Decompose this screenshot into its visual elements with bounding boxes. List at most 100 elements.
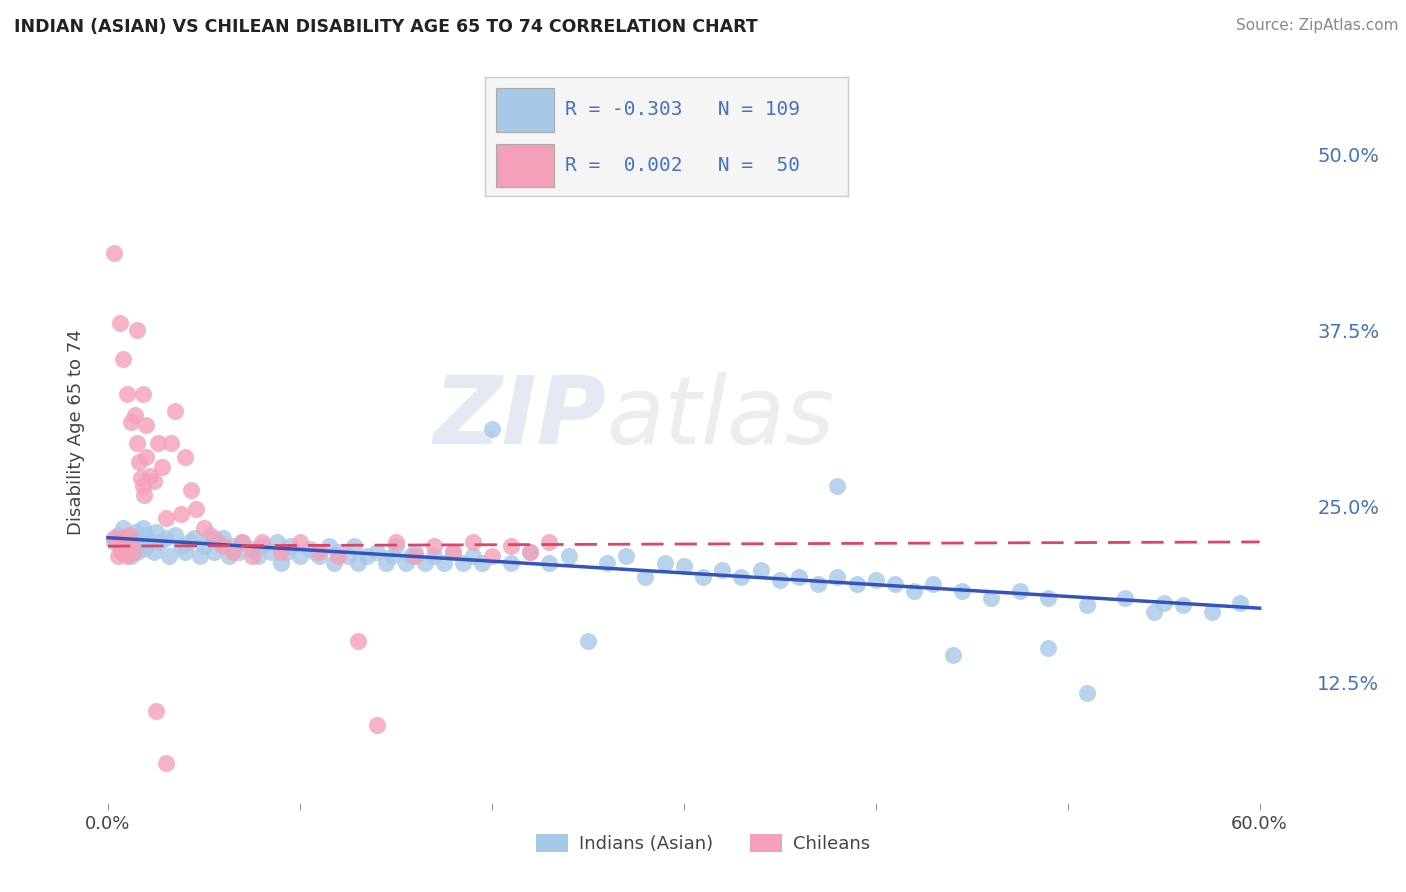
Point xyxy=(145,704,167,718)
Point xyxy=(131,521,153,535)
Point xyxy=(519,545,541,559)
Point xyxy=(433,556,456,570)
Point xyxy=(110,541,132,556)
Point xyxy=(139,535,162,549)
Point xyxy=(173,450,195,465)
Point xyxy=(845,577,868,591)
Point xyxy=(328,549,350,563)
Point xyxy=(1038,640,1060,655)
Point xyxy=(950,584,973,599)
Point xyxy=(266,535,288,549)
Point xyxy=(423,549,446,563)
Point xyxy=(654,556,676,570)
Point xyxy=(381,549,404,563)
Point xyxy=(260,545,283,559)
Point xyxy=(159,549,181,563)
Y-axis label: Disability Age 65 to 74: Disability Age 65 to 74 xyxy=(66,330,84,535)
Point xyxy=(134,541,156,556)
Point xyxy=(298,541,321,556)
Point xyxy=(1076,686,1098,700)
Point xyxy=(125,436,148,450)
Point xyxy=(807,577,830,591)
Point xyxy=(125,323,148,337)
Point xyxy=(149,535,172,549)
Point xyxy=(120,415,142,429)
Point xyxy=(672,558,695,573)
Point xyxy=(108,316,131,330)
Point xyxy=(1076,599,1098,613)
Point xyxy=(202,545,225,559)
Point xyxy=(165,403,187,417)
Point xyxy=(413,556,436,570)
Point xyxy=(143,545,166,559)
Text: INDIAN (ASIAN) VS CHILEAN DISABILITY AGE 65 TO 74 CORRELATION CHART: INDIAN (ASIAN) VS CHILEAN DISABILITY AGE… xyxy=(14,18,758,36)
Point xyxy=(170,507,193,521)
Point xyxy=(193,539,215,553)
Point xyxy=(288,535,311,549)
Point xyxy=(865,573,887,587)
Point xyxy=(481,549,503,563)
Point xyxy=(114,539,136,553)
Point xyxy=(336,549,359,563)
Point xyxy=(131,478,153,492)
Point xyxy=(769,573,792,587)
Point xyxy=(250,539,273,553)
Point xyxy=(198,528,221,542)
Point xyxy=(122,535,145,549)
Point xyxy=(1153,596,1175,610)
Point xyxy=(115,387,138,401)
Point xyxy=(1171,599,1194,613)
Point xyxy=(135,450,157,465)
Point xyxy=(481,422,503,436)
Point xyxy=(135,528,157,542)
Legend: Indians (Asian), Chileans: Indians (Asian), Chileans xyxy=(529,827,877,861)
Point xyxy=(129,539,152,553)
Point xyxy=(394,556,416,570)
Point xyxy=(749,563,772,577)
Point xyxy=(499,556,522,570)
Point xyxy=(250,535,273,549)
Point xyxy=(240,549,263,563)
Point xyxy=(1114,591,1136,606)
Point xyxy=(112,521,135,535)
Point xyxy=(538,556,561,570)
Point xyxy=(1143,606,1166,620)
Point xyxy=(280,539,302,553)
Point xyxy=(308,549,330,563)
Point xyxy=(103,535,125,549)
Point xyxy=(366,718,388,732)
Point xyxy=(346,633,368,648)
Point xyxy=(288,549,311,563)
Point xyxy=(155,531,177,545)
Point xyxy=(1229,596,1251,610)
Point xyxy=(385,535,408,549)
Point xyxy=(519,545,541,559)
Point xyxy=(103,531,125,545)
Point xyxy=(423,539,446,553)
Point xyxy=(118,531,141,545)
Point xyxy=(941,648,963,662)
Point xyxy=(222,545,245,559)
Point xyxy=(208,535,231,549)
Point xyxy=(308,545,330,559)
Point xyxy=(177,535,200,549)
Point xyxy=(155,511,177,525)
Point xyxy=(903,584,925,599)
Point xyxy=(155,756,177,771)
Point xyxy=(112,351,135,366)
Point xyxy=(356,549,378,563)
Point xyxy=(120,535,142,549)
Point xyxy=(183,531,205,545)
Point xyxy=(131,387,153,401)
Point xyxy=(366,545,388,559)
Point xyxy=(218,549,240,563)
Point xyxy=(499,539,522,553)
Point xyxy=(173,545,195,559)
Point xyxy=(165,528,187,542)
Text: Source: ZipAtlas.com: Source: ZipAtlas.com xyxy=(1236,18,1399,33)
Point xyxy=(1008,584,1031,599)
Point xyxy=(107,549,129,563)
Point xyxy=(404,549,426,563)
Point xyxy=(128,531,150,545)
Point xyxy=(375,556,398,570)
